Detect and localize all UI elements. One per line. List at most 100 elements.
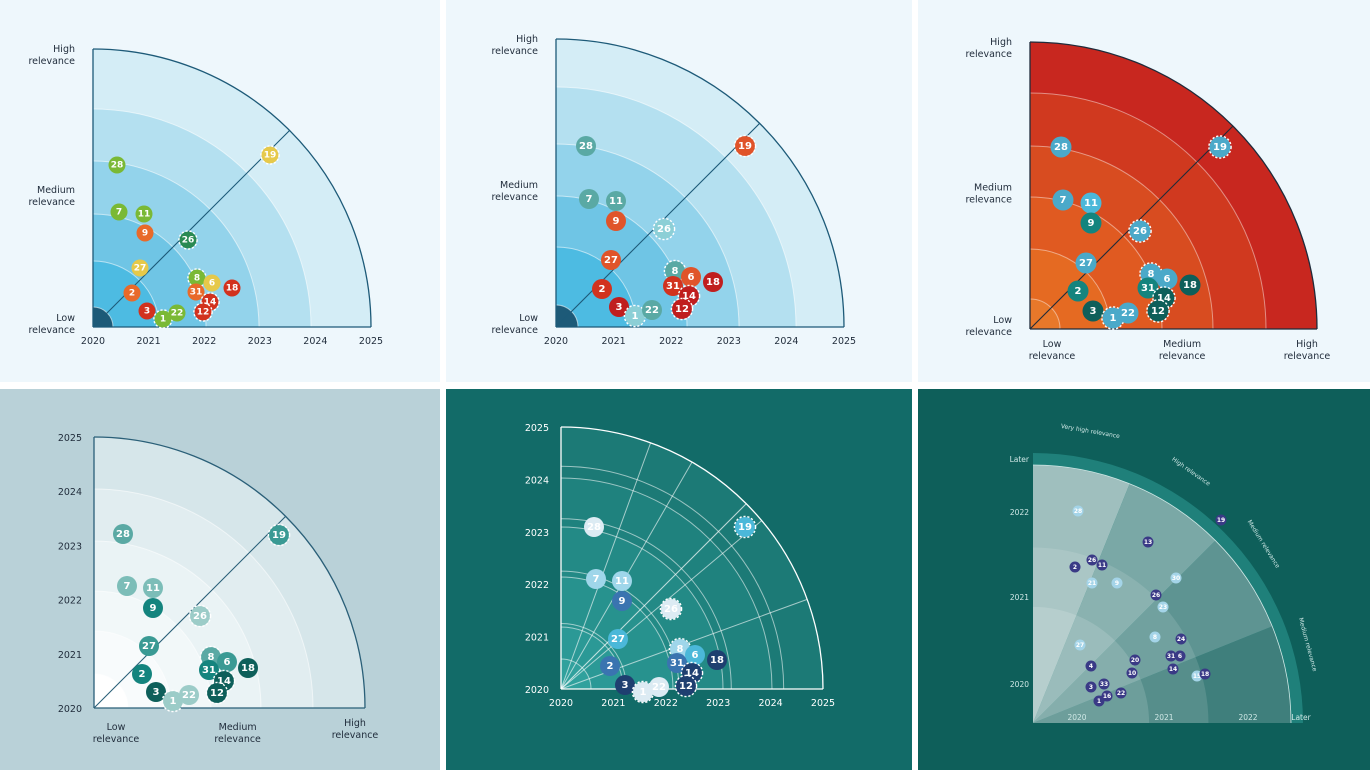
radar-dot[interactable]: 2 bbox=[1069, 561, 1081, 573]
radar-dot[interactable]: 22 bbox=[179, 685, 199, 705]
radar-dot[interactable]: 19 bbox=[260, 145, 280, 165]
radar-dot[interactable]: 20 bbox=[1129, 654, 1141, 666]
radar-dot[interactable]: 11 bbox=[612, 571, 632, 591]
radar-dot[interactable]: 21 bbox=[1086, 577, 1098, 589]
radar-dot[interactable]: 7 bbox=[579, 189, 599, 209]
radar-dot[interactable]: 14 bbox=[1167, 663, 1179, 675]
radar-dot[interactable]: 31 bbox=[663, 276, 683, 296]
dot-number: 6 bbox=[692, 650, 699, 661]
radar-dot[interactable]: 1 bbox=[1093, 695, 1105, 707]
radar-dot[interactable]: 12 bbox=[674, 674, 698, 698]
radar-dot[interactable]: 28 bbox=[1050, 136, 1072, 158]
radar-dot[interactable]: 11 bbox=[606, 191, 626, 211]
radar-dot[interactable]: 31 bbox=[1165, 650, 1177, 662]
radar-dot[interactable]: 3 bbox=[138, 302, 156, 320]
radar-dot[interactable]: 18 bbox=[707, 650, 727, 670]
radar-dot[interactable]: 27 bbox=[608, 629, 628, 649]
radar-dot[interactable]: 11 bbox=[143, 578, 163, 598]
radar-dot[interactable]: 6 bbox=[681, 267, 701, 287]
radar-dot[interactable]: 19 bbox=[267, 523, 291, 547]
radar-dot[interactable]: 31 bbox=[1137, 277, 1159, 299]
radar-dot[interactable]: 18 bbox=[238, 658, 258, 678]
radar-dot[interactable]: 9 bbox=[606, 211, 626, 231]
radar-dot[interactable]: 3 bbox=[1082, 300, 1104, 322]
radar-dot[interactable]: 26 bbox=[652, 217, 676, 241]
radar-dot[interactable]: 26 bbox=[178, 230, 198, 250]
radar-dot[interactable]: 19 bbox=[1208, 135, 1232, 159]
radar-dot[interactable]: 7 bbox=[110, 203, 128, 221]
radar-dot[interactable]: 11 bbox=[135, 205, 153, 223]
radar-dot[interactable]: 26 bbox=[188, 604, 212, 628]
dot-marker bbox=[1080, 192, 1102, 214]
radar-dot[interactable]: 27 bbox=[139, 636, 159, 656]
radar-dot[interactable]: 2 bbox=[132, 664, 152, 684]
radar-dot[interactable]: 12 bbox=[1146, 299, 1170, 323]
radar-dot[interactable]: 18 bbox=[1179, 274, 1201, 296]
radar-dot[interactable]: 28 bbox=[576, 136, 596, 156]
radar-dot[interactable]: 28 bbox=[108, 156, 126, 174]
radar-dot[interactable]: 9 bbox=[1080, 212, 1102, 234]
radar-dot[interactable]: 18 bbox=[1199, 668, 1211, 680]
radar-dot[interactable]: 31 bbox=[187, 283, 205, 301]
radar-dot[interactable]: 27 bbox=[601, 250, 621, 270]
radar-dot[interactable]: 3 bbox=[1085, 681, 1097, 693]
radar-dot[interactable]: 2 bbox=[600, 656, 620, 676]
radar-dot[interactable]: 22 bbox=[1115, 687, 1127, 699]
radar-dot[interactable]: 28 bbox=[113, 524, 133, 544]
radar-dot[interactable]: 11 bbox=[1080, 192, 1102, 214]
radar-dot[interactable]: 9 bbox=[1111, 577, 1123, 589]
radar-dot[interactable]: 9 bbox=[143, 598, 163, 618]
radar-dot[interactable]: 27 bbox=[131, 259, 149, 277]
radar-dot[interactable]: 12 bbox=[205, 681, 229, 705]
dot-number: 33 bbox=[1100, 681, 1108, 688]
radar-dot[interactable]: 2 bbox=[1067, 280, 1089, 302]
radar-dot[interactable]: 10 bbox=[1126, 667, 1138, 679]
radar-dot[interactable]: 31 bbox=[199, 660, 219, 680]
radar-dot[interactable]: 30 bbox=[1170, 572, 1182, 584]
radar-dot[interactable]: 6 bbox=[685, 645, 705, 665]
radar-dot[interactable]: 24 bbox=[1175, 633, 1187, 645]
radar-dot[interactable]: 7 bbox=[117, 576, 137, 596]
radar-dot[interactable]: 6 bbox=[217, 652, 237, 672]
dot-number: 16 bbox=[1103, 693, 1111, 700]
radar-dot[interactable]: 2 bbox=[123, 284, 141, 302]
radar-dot[interactable]: 26 bbox=[1150, 589, 1162, 601]
radar-dot[interactable]: 26 bbox=[659, 597, 683, 621]
radar-dot[interactable]: 3 bbox=[609, 297, 629, 317]
radar-dot[interactable]: 28 bbox=[1072, 505, 1084, 517]
radar-dot[interactable]: 6 bbox=[1156, 268, 1178, 290]
radar-dot[interactable]: 22 bbox=[1117, 302, 1139, 324]
radar-dot[interactable]: 6 bbox=[1174, 650, 1186, 662]
radar-dot[interactable]: 19 bbox=[733, 134, 757, 158]
radar-dot[interactable]: 7 bbox=[586, 569, 606, 589]
radar-dot[interactable]: 26 bbox=[1128, 219, 1152, 243]
radar-dot[interactable]: 27 bbox=[1074, 639, 1086, 651]
radar-dot[interactable]: 12 bbox=[670, 297, 694, 321]
radar-dot[interactable]: 22 bbox=[649, 677, 669, 697]
radar-dot[interactable]: 9 bbox=[136, 224, 154, 242]
radar-dot[interactable]: 22 bbox=[642, 300, 662, 320]
radar-dot[interactable]: 4 bbox=[1085, 660, 1097, 672]
radar-dot[interactable]: 19 bbox=[733, 515, 757, 539]
radar-dot[interactable]: 11 bbox=[1096, 559, 1108, 571]
radar-dot[interactable]: 27 bbox=[1075, 252, 1097, 274]
radar-dot[interactable]: 6 bbox=[203, 274, 221, 292]
radar-dot[interactable]: 3 bbox=[615, 675, 635, 695]
radar-dot[interactable]: 3 bbox=[146, 682, 166, 702]
radar-dot[interactable]: 13 bbox=[1142, 536, 1154, 548]
radar-dot[interactable]: 12 bbox=[193, 302, 213, 322]
radar-dot[interactable]: 9 bbox=[612, 591, 632, 611]
radar-dot[interactable]: 7 bbox=[1052, 189, 1074, 211]
radar-dot[interactable]: 8 bbox=[1149, 631, 1161, 643]
radar-dot[interactable]: 33 bbox=[1098, 678, 1110, 690]
radar-dot[interactable]: 22 bbox=[168, 304, 186, 322]
radar-dot[interactable]: 2 bbox=[592, 279, 612, 299]
radar-dot[interactable]: 23 bbox=[1157, 601, 1169, 613]
radar-dot[interactable]: 19 bbox=[1215, 514, 1227, 526]
radar-dot[interactable]: 18 bbox=[703, 272, 723, 292]
radar-dot[interactable]: 26 bbox=[1086, 554, 1098, 566]
y-axis-label: Medium relevance bbox=[965, 183, 1012, 206]
radar-dot[interactable]: 18 bbox=[223, 279, 241, 297]
radar-dot[interactable]: 28 bbox=[584, 517, 604, 537]
radar-dot[interactable]: 16 bbox=[1101, 690, 1113, 702]
